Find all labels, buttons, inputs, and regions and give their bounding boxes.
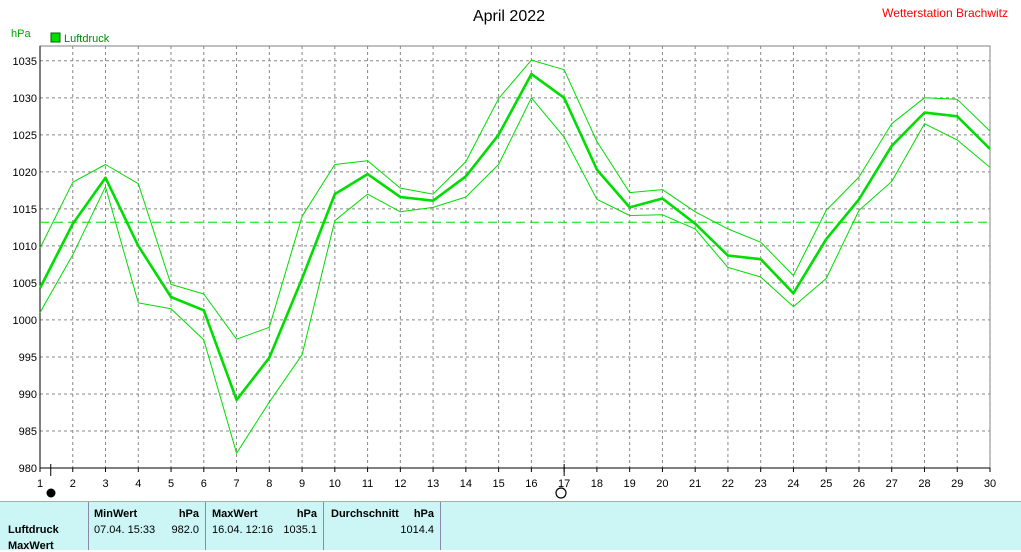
- legend-label: Luftdruck: [64, 33, 110, 45]
- x-tick-label: 20: [656, 478, 668, 490]
- y-tick-label: 1030: [13, 93, 37, 105]
- x-tick-label: 5: [168, 478, 174, 490]
- x-tick-label: 17: [558, 478, 570, 490]
- legend-swatch: [50, 32, 61, 43]
- x-tick-label: 29: [951, 478, 963, 490]
- x-tick-label: 21: [689, 478, 701, 490]
- x-tick-label: 14: [460, 478, 472, 490]
- new-moon-icon: [46, 488, 56, 498]
- stats-row-label-cell: Luftdruck MaxWert: [0, 502, 89, 552]
- y-tick-label: 980: [19, 463, 37, 475]
- x-tick-label: 26: [853, 478, 865, 490]
- series-line-mean: [38, 72, 991, 402]
- y-tick-label: 1000: [13, 315, 37, 327]
- x-tick-label: 7: [233, 478, 239, 490]
- series-line-min: [39, 97, 991, 454]
- x-tick-label: 8: [266, 478, 272, 490]
- x-tick-label: 9: [299, 478, 305, 490]
- avg-value: 1014.4: [400, 524, 434, 536]
- y-tick-label: 995: [19, 352, 37, 364]
- pressure-chart: April 2022 Wetterstation Brachwitz hPa L…: [11, 6, 1008, 499]
- min-header: MinWert: [94, 508, 138, 520]
- x-tick-label: 16: [525, 478, 537, 490]
- max-header: MaxWert: [212, 508, 258, 520]
- y-tick-label: 1010: [13, 241, 37, 253]
- max-cell: MaxWert hPa 16.04. 12:16 1035.1: [206, 502, 324, 550]
- x-tick-label: 2: [70, 478, 76, 490]
- markers: [46, 487, 567, 499]
- x-tick-label: 13: [427, 478, 439, 490]
- stats-row-label-2: MaxWert: [8, 540, 54, 552]
- x-tick-label: 12: [394, 478, 406, 490]
- y-tick-label: 1005: [13, 278, 37, 290]
- x-tick-label: 28: [918, 478, 930, 490]
- chart-title: April 2022: [473, 8, 545, 25]
- series-group: [38, 59, 991, 454]
- y-tick-label: 1020: [13, 167, 37, 179]
- full-moon-icon: [555, 487, 567, 499]
- y-tick-label: 1015: [13, 204, 37, 216]
- stats-panel: Luftdruck MaxWert MinWert hPa 07.04. 15:…: [0, 501, 1021, 552]
- x-tick-label: 15: [492, 478, 504, 490]
- y-axis-unit: hPa: [11, 28, 31, 40]
- x-tick-label: 22: [722, 478, 734, 490]
- x-tick-label: 24: [787, 478, 799, 490]
- y-tick-label: 1025: [13, 130, 37, 142]
- y-tick-label: 985: [19, 426, 37, 438]
- stats-row-label: Luftdruck: [8, 524, 59, 536]
- x-tick-label: 1: [37, 478, 43, 490]
- min-unit: hPa: [178, 508, 199, 520]
- y-tick-label: 990: [19, 389, 37, 401]
- x-tick-label: 10: [329, 478, 341, 490]
- axes: 9809859909951000100510101015102010251030…: [13, 46, 996, 490]
- min-cell: MinWert hPa 07.04. 15:33 982.0: [89, 502, 206, 550]
- x-tick-label: 23: [755, 478, 767, 490]
- max-unit: hPa: [296, 508, 317, 520]
- x-tick-label: 19: [624, 478, 636, 490]
- x-tick-label: 25: [820, 478, 832, 490]
- min-when: 07.04. 15:33: [94, 524, 156, 536]
- plot-frame: [39, 45, 991, 469]
- x-tick-label: 6: [201, 478, 207, 490]
- x-tick-label: 27: [886, 478, 898, 490]
- max-value: 1035.1: [283, 524, 317, 536]
- avg-cell: Durchschnitt hPa 1014.4: [324, 502, 441, 550]
- series-line-max: [39, 59, 991, 340]
- station-name: Wetterstation Brachwitz: [882, 6, 1008, 20]
- x-tick-label: 30: [984, 478, 996, 490]
- max-when: 16.04. 12:16: [212, 524, 274, 536]
- y-tick-label: 1035: [13, 56, 37, 68]
- x-tick-label: 4: [135, 478, 141, 490]
- avg-header: Durchschnitt: [331, 508, 399, 520]
- x-tick-label: 18: [591, 478, 603, 490]
- x-tick-label: 11: [362, 478, 373, 490]
- min-value: 982.0: [171, 524, 199, 536]
- x-tick-label: 3: [102, 478, 108, 490]
- grid: [39, 45, 991, 469]
- avg-unit: hPa: [413, 508, 434, 520]
